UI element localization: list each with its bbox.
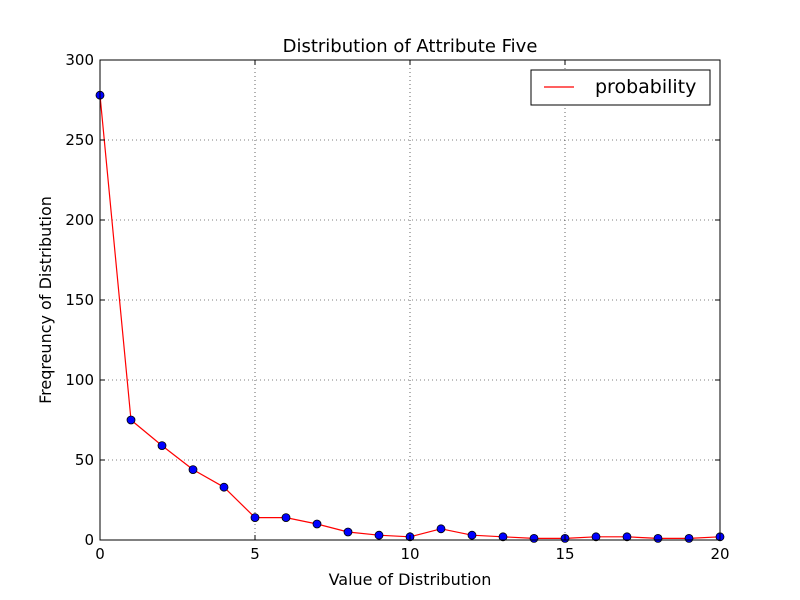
y-axis-title: Freqreuncy of Distribution (36, 196, 55, 404)
data-point (622, 532, 632, 542)
data-point (467, 530, 477, 540)
data-point (498, 532, 508, 542)
x-tick-label: 10 (400, 545, 419, 563)
data-point (281, 513, 291, 522)
x-tick-label: 5 (250, 545, 260, 563)
data-point (188, 465, 198, 475)
data-point (312, 519, 322, 529)
data-point (653, 534, 663, 543)
data-point (343, 527, 353, 537)
data-point (126, 415, 136, 425)
legend: probability (530, 69, 711, 106)
data-point (529, 534, 539, 543)
data-point (250, 513, 260, 522)
legend-label: probability (595, 76, 696, 98)
x-tick-label: 20 (710, 545, 729, 563)
x-axis-title: Value of Distribution (329, 570, 492, 589)
y-tick-label: 0 (84, 531, 94, 549)
grid-lines (100, 60, 720, 540)
data-point (684, 534, 694, 543)
y-tick-label: 150 (65, 291, 94, 309)
data-point (157, 441, 167, 451)
data-point (591, 532, 601, 542)
chart-title: Distribution of Attribute Five (283, 36, 538, 57)
y-tick-label: 300 (65, 51, 94, 69)
y-tick-label: 200 (65, 211, 94, 229)
legend-box (530, 69, 711, 106)
data-point (436, 524, 446, 534)
data-point (219, 482, 229, 492)
x-tick-label: 0 (95, 545, 105, 563)
y-tick-label: 50 (75, 451, 94, 469)
y-tick-label: 250 (65, 131, 94, 149)
x-tick-label: 15 (555, 545, 574, 563)
data-point (374, 530, 384, 540)
y-tick-label: 100 (65, 371, 94, 389)
